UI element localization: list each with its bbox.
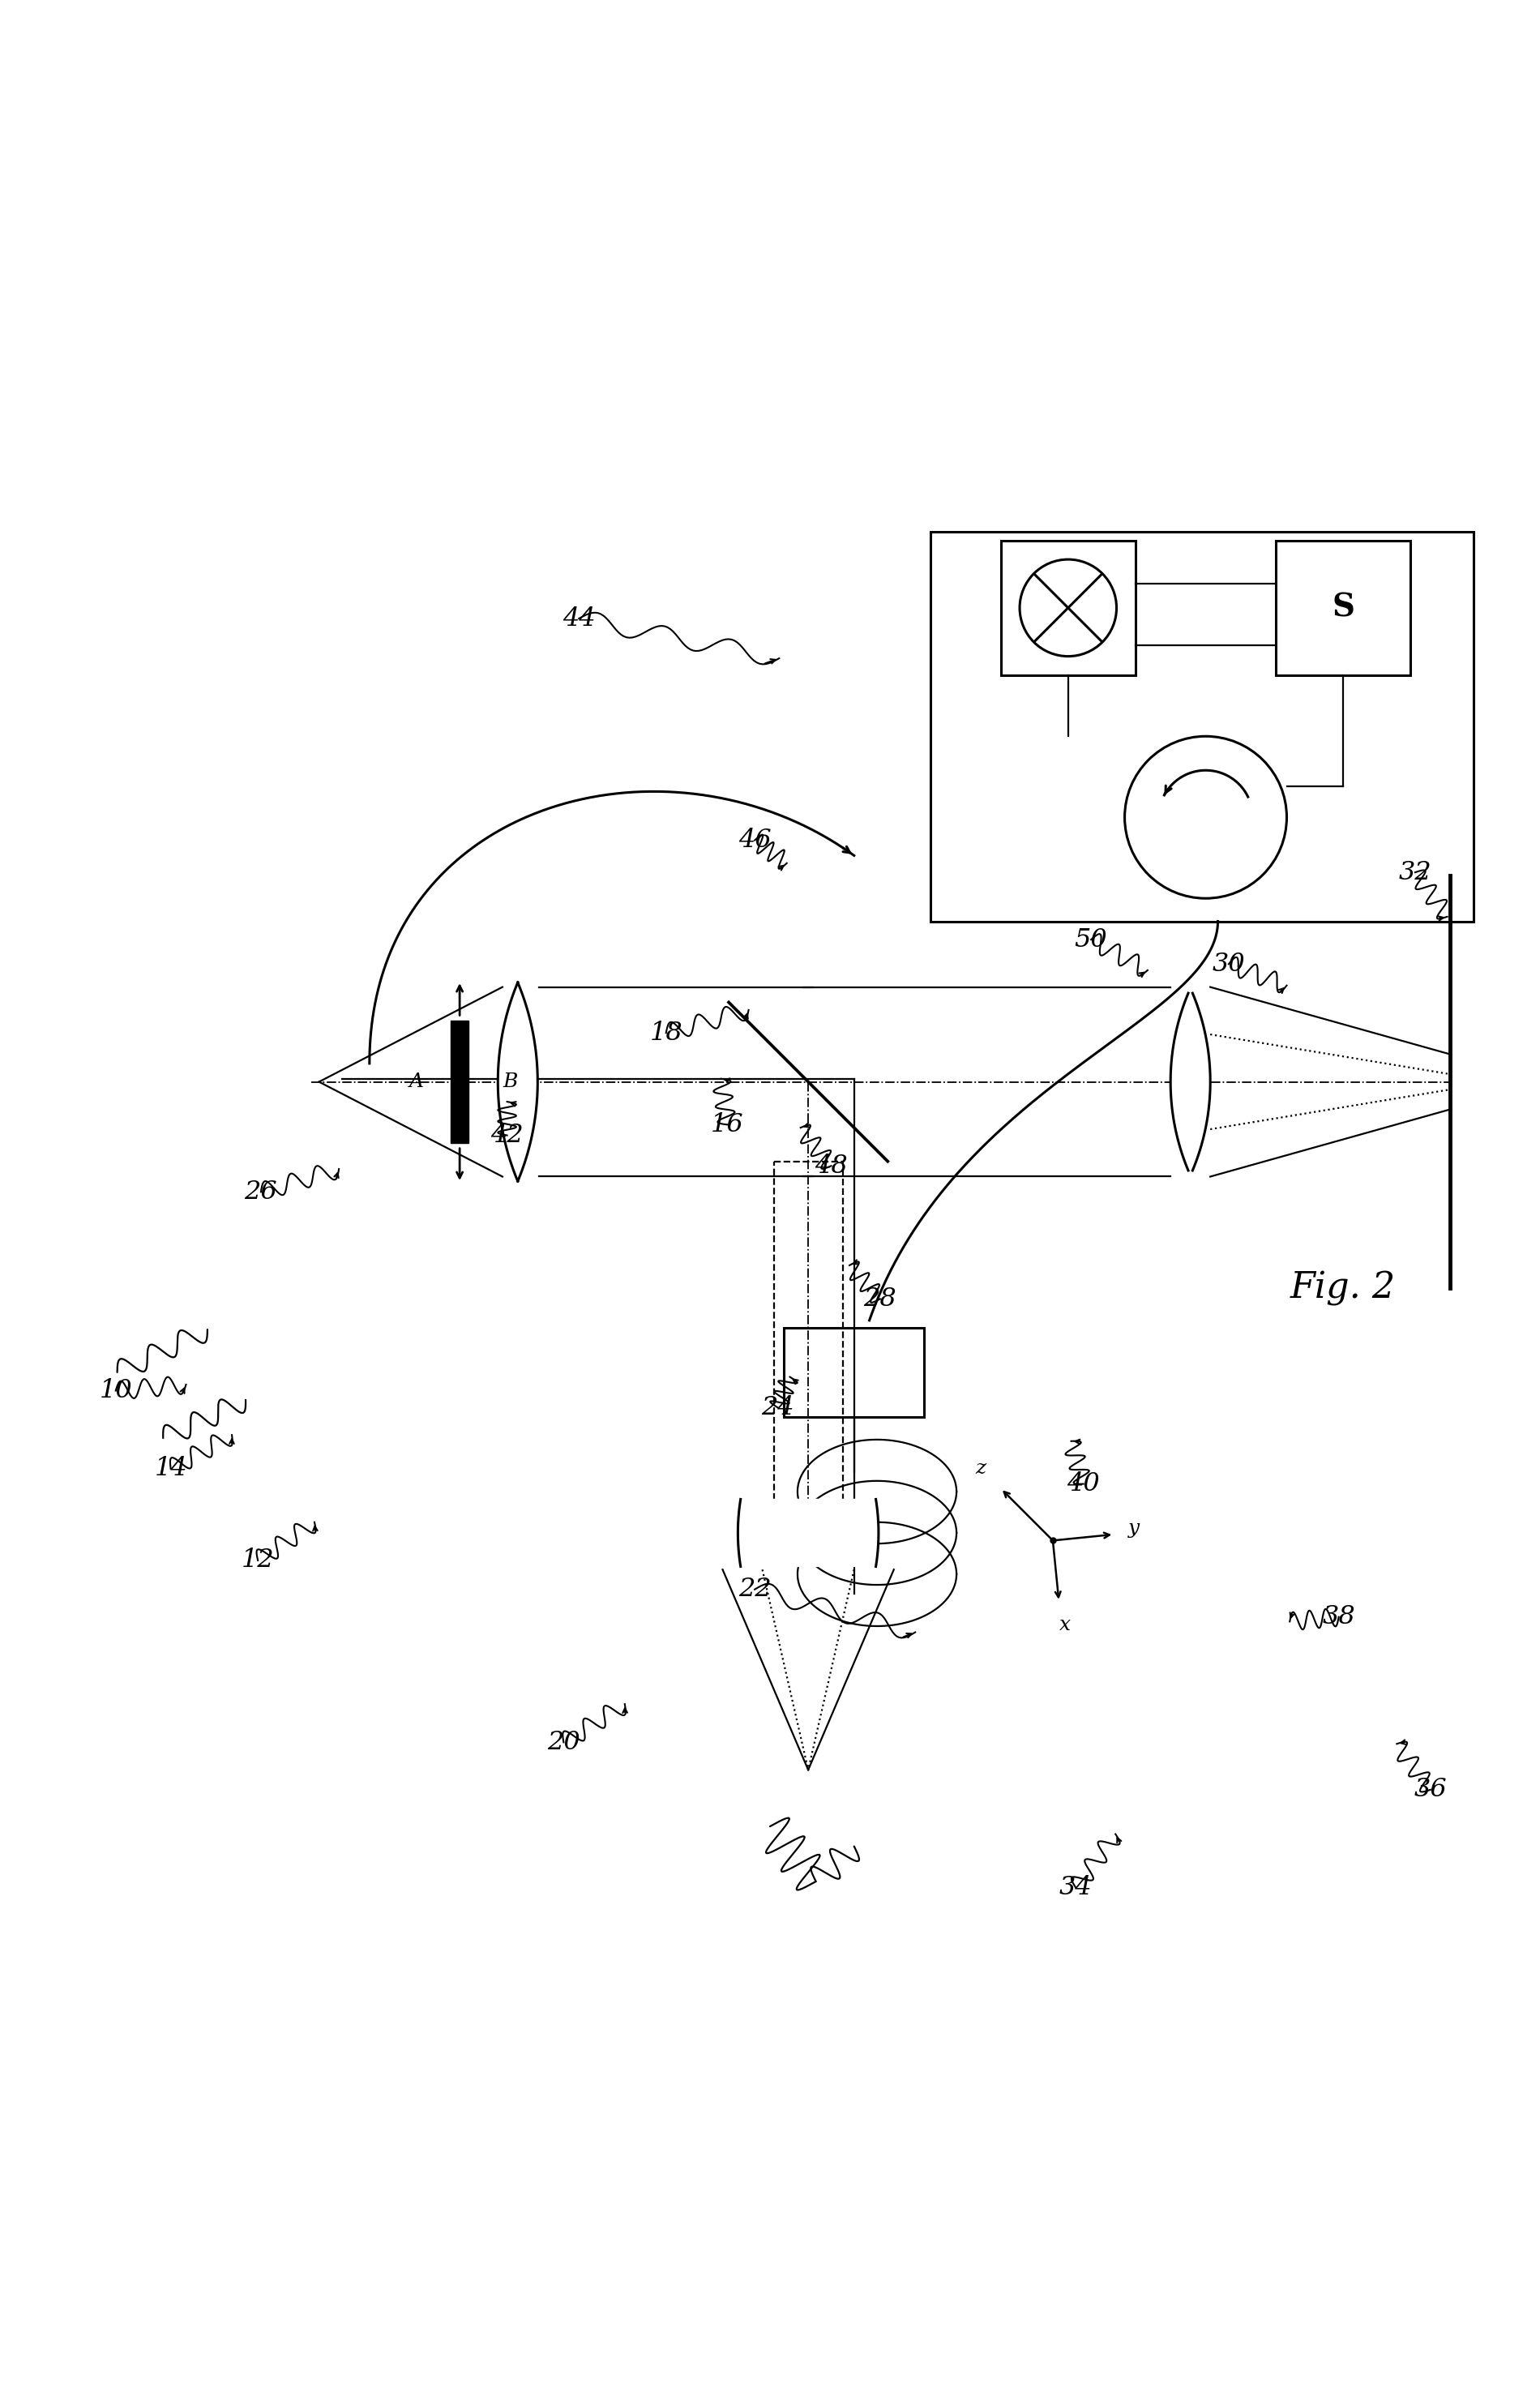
Text: 28: 28 — [864, 1287, 896, 1311]
Text: 22: 22 — [738, 1577, 772, 1601]
Text: A: A — [410, 1072, 424, 1091]
Text: y: y — [1129, 1520, 1140, 1539]
Polygon shape — [738, 1500, 878, 1567]
Text: 30: 30 — [1212, 952, 1246, 976]
Polygon shape — [1170, 993, 1210, 1170]
Text: 26: 26 — [245, 1180, 277, 1204]
Text: 32: 32 — [1398, 859, 1432, 885]
Text: 20: 20 — [547, 1730, 581, 1754]
Text: 18: 18 — [650, 1019, 682, 1046]
Text: Fig. 2: Fig. 2 — [1291, 1271, 1397, 1307]
Bar — [1277, 541, 1411, 675]
Text: 46: 46 — [738, 828, 772, 852]
Text: 12: 12 — [242, 1548, 274, 1572]
Bar — [930, 531, 1474, 921]
Text: 48: 48 — [815, 1153, 847, 1177]
Text: x: x — [1060, 1615, 1070, 1634]
Text: 16: 16 — [710, 1113, 744, 1137]
Text: 14: 14 — [154, 1455, 188, 1481]
Text: 40: 40 — [1067, 1472, 1100, 1496]
Bar — [451, 1022, 468, 1144]
Text: 34: 34 — [1060, 1876, 1092, 1900]
Text: 24: 24 — [761, 1395, 795, 1419]
Text: 36: 36 — [1414, 1778, 1448, 1802]
Text: 38: 38 — [1323, 1603, 1355, 1630]
Text: 50: 50 — [1075, 926, 1107, 952]
Polygon shape — [497, 984, 537, 1182]
Text: z: z — [976, 1460, 986, 1479]
Text: B: B — [502, 1072, 517, 1091]
Text: S: S — [1332, 593, 1355, 622]
Text: 44: 44 — [562, 605, 596, 632]
Bar — [1001, 541, 1135, 675]
Bar — [784, 1328, 924, 1417]
Text: 42: 42 — [491, 1122, 524, 1149]
Text: 10: 10 — [99, 1378, 132, 1402]
